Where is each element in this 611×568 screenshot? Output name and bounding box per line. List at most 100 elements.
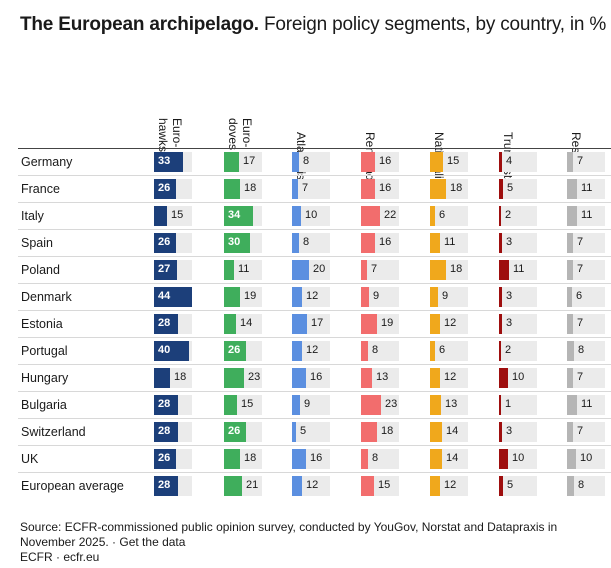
bar-rest (567, 449, 576, 469)
bar-eurodoves (224, 206, 253, 226)
value-label: 8 (578, 344, 585, 356)
bar-track: 15 (430, 152, 468, 172)
value-label: 33 (158, 155, 171, 167)
value-label: 12 (306, 290, 319, 302)
bar-track: 7 (567, 152, 605, 172)
bar-atlanticists (292, 368, 306, 388)
bar-rest (567, 341, 574, 361)
credit-note: ECFR · ecfr.eu (20, 550, 100, 564)
bar-rest (567, 314, 573, 334)
country-label: Switzerland (21, 425, 86, 439)
bar-track: 3 (499, 287, 537, 307)
value-label: 11 (513, 263, 525, 275)
bar-nationalists (430, 287, 438, 307)
value-label: 12 (444, 371, 457, 383)
value-label: 15 (378, 479, 391, 491)
bar-track: 10 (499, 449, 537, 469)
bar-trumpists (499, 422, 502, 442)
bar-track: 8 (361, 341, 399, 361)
bar-rest (567, 206, 577, 226)
country-label: Denmark (21, 290, 72, 304)
bar-rest (567, 476, 574, 496)
bar-track: 26 (154, 449, 192, 469)
value-label: 23 (385, 398, 398, 410)
bar-track: 18 (224, 449, 262, 469)
bar-track: 9 (361, 287, 399, 307)
country-label: UK (21, 452, 39, 466)
value-label: 12 (306, 479, 319, 491)
bar-trumpists (499, 314, 502, 334)
value-label: 27 (158, 263, 171, 275)
bar-renegades (361, 422, 377, 442)
bar-nationalists (430, 476, 440, 496)
value-label: 7 (577, 317, 584, 329)
bar-track: 5 (499, 476, 537, 496)
bar-track: 3 (499, 314, 537, 334)
bar-eurodoves (224, 449, 240, 469)
value-label: 5 (507, 479, 514, 491)
bar-track: 11 (567, 395, 605, 415)
value-label: 26 (158, 452, 171, 464)
bar-renegades (361, 152, 375, 172)
bar-track: 14 (430, 422, 468, 442)
bar-track: 23 (224, 368, 262, 388)
value-label: 3 (506, 236, 513, 248)
value-label: 9 (442, 290, 449, 302)
bar-track: 12 (292, 476, 330, 496)
value-label: 12 (444, 317, 457, 329)
bar-track: 40 (154, 341, 192, 361)
table-row: Estonia 28 14 17 19 12 3 7 (18, 310, 611, 338)
bar-renegades (361, 314, 377, 334)
value-label: 3 (506, 317, 513, 329)
value-label: 40 (158, 344, 171, 356)
bar-atlanticists (292, 233, 299, 253)
value-label: 5 (507, 182, 514, 194)
bar-trumpists (499, 449, 508, 469)
column-header-atlanticists: Atlanticists (294, 62, 334, 189)
bar-track: 11 (224, 260, 262, 280)
table-row: Switzerland 28 26 5 18 14 3 7 (18, 418, 611, 446)
value-label: 44 (158, 290, 171, 302)
bar-trumpists (499, 233, 502, 253)
value-label: 30 (228, 236, 241, 248)
bar-eurodoves (224, 395, 237, 415)
value-label: 28 (158, 398, 171, 410)
value-label: 8 (372, 452, 379, 464)
bar-track: 20 (292, 260, 330, 280)
bar-rest (567, 368, 573, 388)
bar-eurodoves (224, 287, 240, 307)
bar-track: 10 (292, 206, 330, 226)
table-row: Portugal 40 26 12 8 6 2 8 (18, 337, 611, 365)
bar-track: 15 (224, 395, 262, 415)
bar-nationalists (430, 449, 442, 469)
bar-nationalists (430, 179, 446, 199)
bar-trumpists (499, 368, 508, 388)
bar-track: 8 (567, 341, 605, 361)
bar-track: 18 (361, 422, 399, 442)
bar-eurohawks (154, 206, 167, 226)
value-label: 20 (313, 263, 326, 275)
bar-eurohawks (154, 341, 189, 361)
bar-track: 7 (567, 422, 605, 442)
bar-trumpists (499, 341, 501, 361)
country-label: Portugal (21, 344, 68, 358)
bar-track: 7 (567, 233, 605, 253)
bar-track: 26 (154, 179, 192, 199)
table-row: Denmark 44 19 12 9 9 3 6 (18, 283, 611, 311)
country-label: Germany (21, 155, 73, 169)
bar-track: 19 (224, 287, 262, 307)
value-label: 26 (228, 344, 241, 356)
bar-nationalists (430, 260, 446, 280)
bar-track: 28 (154, 476, 192, 496)
value-label: 11 (238, 263, 250, 275)
bar-rest (567, 152, 573, 172)
value-label: 16 (379, 155, 392, 167)
value-label: 26 (158, 182, 171, 194)
value-label: 12 (444, 479, 457, 491)
value-label: 28 (158, 479, 171, 491)
bar-track: 21 (224, 476, 262, 496)
value-label: 12 (306, 344, 319, 356)
bar-trumpists (499, 152, 502, 172)
bar-track: 8 (361, 449, 399, 469)
country-label: Spain (21, 236, 53, 250)
